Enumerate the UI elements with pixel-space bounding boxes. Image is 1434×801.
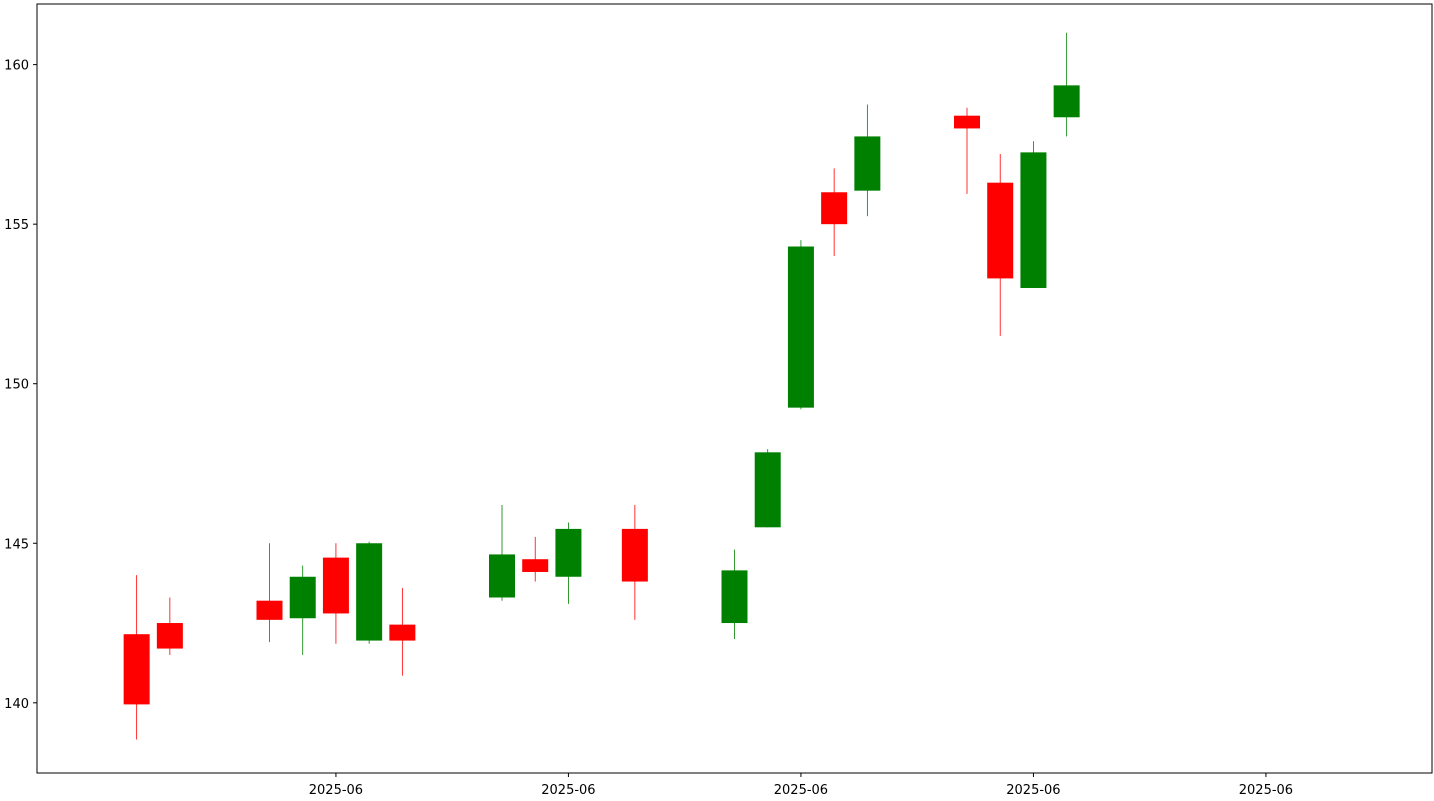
candle-body bbox=[1020, 152, 1047, 288]
candle bbox=[123, 575, 150, 740]
x-tick-label: 2025-06 bbox=[309, 783, 363, 797]
candle bbox=[787, 240, 814, 410]
candle-body bbox=[555, 528, 582, 577]
candle-body bbox=[123, 634, 150, 705]
candle bbox=[156, 597, 183, 655]
candle-body bbox=[754, 452, 781, 528]
candles-layer bbox=[123, 32, 1080, 740]
x-tick-label: 2025-06 bbox=[774, 783, 828, 797]
x-tick-label: 2025-06 bbox=[541, 783, 595, 797]
candle bbox=[1053, 32, 1080, 137]
y-tick-label: 150 bbox=[4, 378, 29, 393]
candle-body bbox=[522, 559, 549, 572]
candle-body bbox=[256, 600, 283, 620]
candle bbox=[1020, 141, 1047, 288]
candle-body bbox=[356, 543, 383, 641]
candle bbox=[854, 104, 881, 217]
candle bbox=[356, 541, 383, 644]
candle-body bbox=[854, 136, 881, 191]
candle-body bbox=[987, 182, 1014, 279]
candle bbox=[256, 543, 283, 643]
y-tick-label: 140 bbox=[4, 697, 29, 712]
candle-body bbox=[322, 557, 349, 614]
y-tick-label: 145 bbox=[4, 537, 29, 552]
candle bbox=[721, 549, 748, 639]
x-tick-label: 2025-06 bbox=[1006, 783, 1060, 797]
candle-body bbox=[489, 554, 515, 598]
candle-body bbox=[787, 246, 814, 408]
candle bbox=[754, 449, 781, 528]
candle bbox=[821, 168, 848, 257]
candle bbox=[954, 107, 980, 194]
candle bbox=[621, 504, 648, 620]
candle bbox=[322, 543, 349, 644]
candle bbox=[555, 522, 582, 604]
candle bbox=[987, 153, 1014, 336]
candle-body bbox=[954, 115, 980, 129]
candle bbox=[289, 565, 316, 655]
y-axis: 140 145 150 155 160 bbox=[4, 59, 37, 712]
candle-body bbox=[721, 570, 748, 624]
candle-body bbox=[389, 624, 416, 641]
candle-body bbox=[289, 576, 316, 619]
x-axis: 2025-062025-062025-062025-062025-062025-… bbox=[309, 773, 1293, 798]
candle-body bbox=[156, 623, 183, 649]
y-tick-label: 160 bbox=[4, 59, 29, 74]
candle-body bbox=[821, 192, 848, 225]
candle bbox=[522, 536, 549, 582]
plot-frame bbox=[36, 3, 1433, 774]
candle-body bbox=[621, 528, 648, 582]
x-tick-label: 2025-06 bbox=[1239, 783, 1293, 797]
candle bbox=[489, 504, 515, 601]
y-tick-label: 155 bbox=[4, 218, 29, 233]
candle bbox=[389, 587, 416, 676]
candle-body bbox=[1053, 85, 1080, 118]
